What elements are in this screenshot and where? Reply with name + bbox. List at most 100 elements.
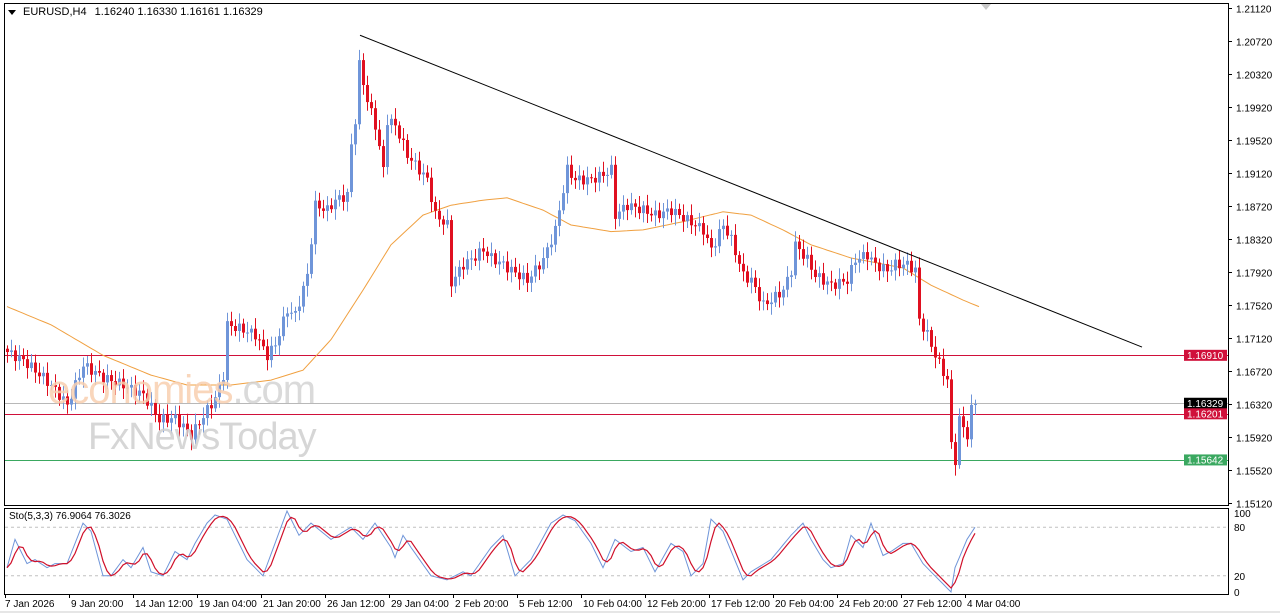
candle-body	[222, 380, 225, 384]
x-tick-label: 26 Jan 12:00	[327, 599, 385, 610]
candle-body	[798, 241, 801, 250]
candle-body	[810, 254, 813, 270]
candle-body	[218, 383, 221, 398]
candle-body	[678, 208, 681, 215]
candle-body	[274, 345, 277, 347]
x-tick-label: 5 Feb 12:00	[519, 599, 573, 610]
candle-body	[658, 210, 661, 219]
candle-body	[158, 414, 161, 423]
y-tick-label: 1.16320	[1236, 401, 1273, 412]
candle-body	[854, 262, 857, 266]
candle-body	[282, 316, 285, 337]
y-tick-label: 1.15920	[1236, 434, 1273, 445]
candle-body	[746, 271, 749, 283]
candle-body	[766, 300, 769, 305]
candle-body	[338, 195, 341, 200]
candle-body	[578, 175, 581, 181]
candle-body	[170, 418, 173, 423]
x-tick-label: 20 Feb 04:00	[775, 599, 834, 610]
candle-body	[890, 270, 893, 272]
y-tick-label: 1.19120	[1236, 170, 1273, 181]
chart-shift-marker-icon[interactable]	[981, 4, 991, 10]
x-tick-label: 29 Jan 04:00	[391, 599, 449, 610]
y-tick-label: 1.17920	[1236, 269, 1273, 280]
candle-body	[690, 215, 693, 226]
candle-body	[546, 247, 549, 259]
candle-body	[358, 60, 361, 125]
candle-body	[506, 261, 509, 273]
y-tick-label: 1.19920	[1236, 104, 1273, 115]
candle-body	[874, 257, 877, 263]
candle-body	[814, 269, 817, 278]
candle-body	[586, 177, 589, 185]
candle-body	[510, 266, 513, 273]
candle-body	[570, 164, 573, 178]
y-tick-label: 1.15120	[1236, 500, 1273, 511]
candle-body	[630, 203, 633, 211]
candle-body	[886, 264, 889, 272]
candle-body	[146, 393, 149, 406]
candle-body	[458, 266, 461, 277]
dropdown-triangle-icon[interactable]	[8, 9, 16, 15]
candle-body	[882, 264, 885, 272]
candle-body	[742, 263, 745, 272]
candle-body	[550, 244, 553, 248]
candle-body	[710, 238, 713, 248]
x-tick-label: 19 Jan 04:00	[199, 599, 257, 610]
candle-body	[966, 427, 969, 440]
y-tick-label: 1.15520	[1236, 467, 1273, 478]
candle-body	[794, 241, 797, 276]
candle-body	[166, 414, 169, 423]
candle-body	[954, 442, 957, 466]
candle-body	[666, 208, 669, 212]
price-badge-resistance	[1184, 349, 1227, 361]
candle-body	[950, 379, 953, 443]
candle-body	[522, 272, 525, 280]
candle-body	[50, 385, 53, 387]
candle-body	[110, 375, 113, 382]
candle-body	[682, 214, 685, 222]
candle-body	[318, 200, 321, 209]
candle-body	[418, 160, 421, 175]
candle-body	[262, 339, 265, 347]
candle-body	[298, 306, 301, 312]
candle-body	[402, 138, 405, 141]
candle-body	[758, 287, 761, 302]
candle-body	[834, 282, 837, 289]
candle-body	[330, 205, 333, 210]
price-badge-label: 1.16329	[1187, 399, 1224, 410]
candle-body	[770, 302, 773, 305]
candle-body	[466, 259, 469, 270]
candle-body	[310, 244, 313, 274]
candle-body	[434, 202, 437, 211]
candle-body	[602, 171, 605, 176]
candle-body	[930, 330, 933, 347]
candle-body	[122, 378, 125, 389]
candle-body	[26, 359, 29, 369]
x-tick-label: 12 Feb 20:00	[647, 599, 706, 610]
candle-body	[238, 323, 241, 331]
candle-body	[686, 215, 689, 222]
x-tick-label: 21 Jan 20:00	[263, 599, 321, 610]
candle-body	[270, 345, 273, 361]
candle-body	[502, 261, 505, 263]
candle-body	[526, 272, 529, 283]
candle-body	[494, 253, 497, 265]
price-badge-resistance	[1184, 408, 1227, 420]
y-tick-label: 1.18320	[1236, 236, 1273, 247]
price-badge-label: 1.16201	[1187, 409, 1224, 420]
candle-body	[862, 252, 865, 259]
candle-body	[622, 204, 625, 212]
candle-body	[962, 416, 965, 428]
candle-body	[478, 248, 481, 261]
candle-body	[726, 225, 729, 236]
price-badge-bid	[1184, 397, 1227, 409]
candle-body	[426, 172, 429, 178]
candle-body	[74, 380, 77, 399]
candle-body	[914, 267, 917, 273]
candle-body	[98, 371, 101, 373]
candle-body	[30, 362, 33, 369]
candle-body	[934, 346, 937, 358]
